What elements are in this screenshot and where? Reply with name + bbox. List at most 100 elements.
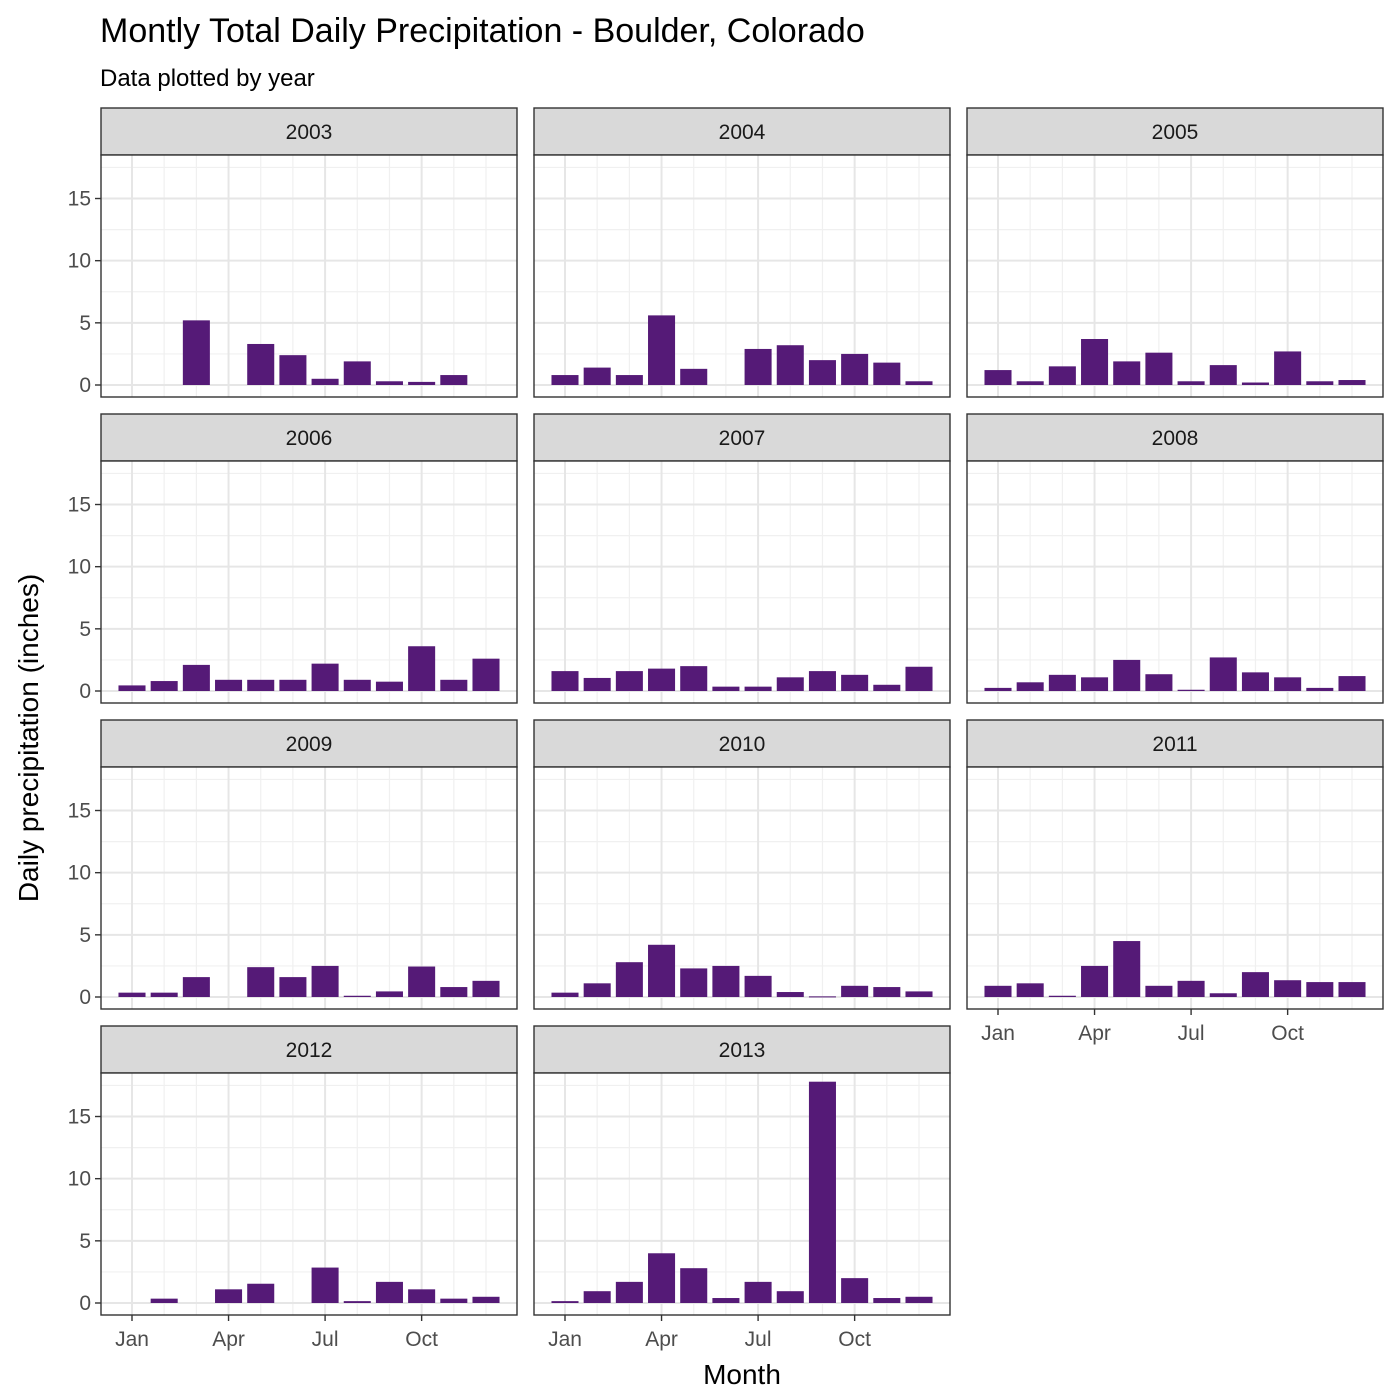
chart-title: Montly Total Daily Precipitation - Bould…	[100, 12, 865, 50]
panel-background	[101, 767, 517, 1009]
facet-strip	[966, 413, 1384, 462]
bar	[1145, 352, 1173, 385]
x-tick-label: Oct	[405, 1328, 438, 1351]
bar	[279, 977, 307, 997]
bar	[615, 962, 643, 997]
x-tick-label: Jan	[548, 1328, 582, 1351]
bar	[1274, 351, 1302, 385]
facet-2013: 2013 Jan Apr Jul Oct	[533, 1025, 951, 1351]
bar	[680, 1268, 708, 1303]
facet-2003: 2003 0 5 10 15	[68, 107, 518, 398]
bar	[905, 1296, 933, 1303]
bar	[279, 355, 307, 385]
bar	[1177, 381, 1205, 385]
facet-strip-label: 2007	[719, 427, 766, 450]
bar	[375, 1281, 403, 1303]
bar	[1338, 676, 1366, 691]
bar	[1145, 985, 1173, 997]
panel-background	[967, 461, 1383, 703]
facet-2010: 2010	[533, 719, 951, 1010]
bar	[648, 944, 676, 997]
bar	[375, 991, 403, 997]
bar	[311, 378, 339, 385]
bar	[744, 975, 772, 997]
bar	[1081, 965, 1109, 997]
facet-strip-label: 2003	[286, 121, 333, 144]
panel-border	[533, 460, 951, 704]
bar	[408, 1289, 436, 1303]
bar	[1306, 381, 1334, 385]
bar	[472, 980, 500, 997]
bar	[1306, 687, 1334, 691]
bar	[215, 1289, 243, 1303]
bar	[1081, 339, 1109, 385]
bar	[680, 666, 708, 691]
y-tick-label: 15	[68, 188, 91, 211]
bar	[1241, 672, 1269, 691]
bar	[440, 987, 468, 997]
y-tick-label: 5	[79, 924, 91, 947]
bar	[744, 686, 772, 691]
bar	[905, 381, 933, 385]
facet-2005: 2005	[966, 107, 1384, 398]
bar	[247, 343, 275, 385]
bar	[247, 1283, 275, 1303]
bar	[551, 671, 579, 691]
bar	[1241, 382, 1269, 385]
bar	[118, 685, 146, 691]
bar	[1209, 365, 1237, 385]
bar	[1016, 682, 1044, 691]
panel-background	[534, 767, 950, 1009]
bar	[841, 353, 869, 385]
bar	[1338, 982, 1366, 997]
bar	[712, 686, 740, 691]
bar	[873, 1298, 901, 1303]
bar	[1048, 674, 1076, 691]
x-tick-label: Apr	[212, 1328, 245, 1351]
x-tick-label: Oct	[838, 1328, 871, 1351]
y-axis-title: Daily precipitation (inches)	[13, 574, 44, 902]
bar	[182, 664, 210, 691]
panel-border	[100, 766, 518, 1010]
bar	[1048, 995, 1076, 997]
y-tick-label: 0	[79, 1292, 91, 1315]
bar	[808, 360, 836, 385]
x-tick-label: Apr	[1078, 1022, 1111, 1045]
y-tick-label: 10	[68, 1168, 91, 1191]
panel-border	[100, 154, 518, 398]
bar	[551, 1301, 579, 1303]
bar	[182, 320, 210, 385]
facet-strip-label: 2012	[286, 1039, 333, 1062]
panel-border	[966, 154, 1384, 398]
panel-background	[967, 767, 1383, 1009]
bar	[873, 684, 901, 691]
bar	[841, 985, 869, 997]
bar	[583, 1291, 611, 1303]
chart-subtitle: Data plotted by year	[100, 65, 315, 92]
panel-background	[101, 155, 517, 397]
bar	[776, 992, 804, 997]
facet-2004: 2004	[533, 107, 951, 398]
y-tick-label: 15	[68, 1106, 91, 1129]
bar	[583, 367, 611, 385]
bar	[648, 1253, 676, 1303]
bar	[440, 1298, 468, 1303]
y-tick-label: 0	[79, 374, 91, 397]
bar	[615, 671, 643, 691]
bar	[808, 671, 836, 691]
panel-border	[100, 460, 518, 704]
bar	[118, 992, 146, 997]
bar	[311, 965, 339, 997]
bar	[408, 646, 436, 691]
bar	[1081, 677, 1109, 691]
bar	[343, 361, 371, 385]
panel-border	[533, 1072, 951, 1316]
panel-background	[534, 1073, 950, 1315]
x-tick-label: Oct	[1271, 1022, 1304, 1045]
facet-2007: 2007	[533, 413, 951, 704]
bar	[247, 967, 275, 997]
panel-background	[534, 155, 950, 397]
y-tick-label: 10	[68, 862, 91, 885]
bar	[472, 1296, 500, 1303]
